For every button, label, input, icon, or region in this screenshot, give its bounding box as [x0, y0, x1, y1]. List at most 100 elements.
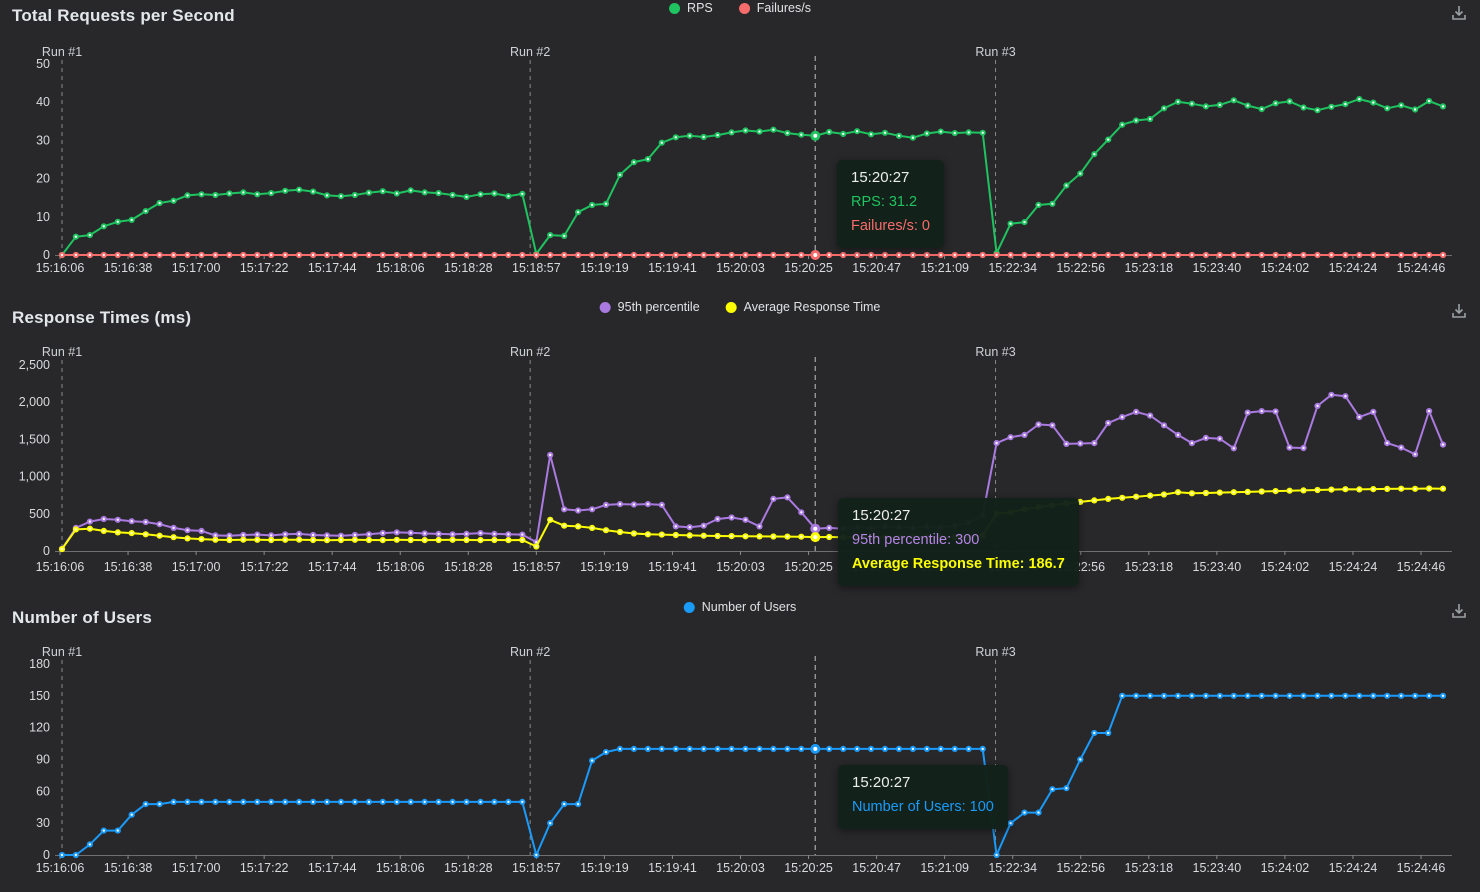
x-tick-label: 15:22:34 — [988, 861, 1037, 875]
x-tick-label: 15:19:19 — [580, 861, 629, 875]
x-tick-label: 15:18:28 — [444, 261, 493, 275]
y-tick-label: 30 — [36, 133, 50, 147]
legend-item-average-response-time[interactable]: Average Response Time — [725, 300, 880, 314]
chart-legend: RPS Failures/s — [669, 1, 811, 15]
run-marker-label: Run #1 — [42, 345, 82, 359]
run-marker-label: Run #3 — [975, 45, 1015, 59]
x-tick-label: 15:17:22 — [240, 861, 289, 875]
run-marker-label: Run #3 — [975, 345, 1015, 359]
x-tick-label: 15:17:00 — [172, 861, 221, 875]
y-tick-label: 60 — [36, 784, 50, 798]
x-tick-label: 15:16:38 — [104, 261, 153, 275]
x-tick-label: 15:18:57 — [512, 861, 561, 875]
chart-title: Total Requests per Second — [12, 6, 235, 25]
x-tick-label: 15:16:06 — [36, 560, 85, 574]
x-tick-label: 15:24:02 — [1261, 861, 1310, 875]
legend-label: RPS — [687, 1, 713, 15]
x-tick-label: 15:20:47 — [852, 261, 901, 275]
download-icon — [1452, 6, 1466, 20]
legend-item-rps[interactable]: RPS — [669, 1, 713, 15]
chart-section-total-requests: RPS Failures/s Total Requests per Second … — [0, 0, 1480, 292]
series-points-failures-s — [58, 251, 1447, 259]
legend-item-failures-s[interactable]: Failures/s — [738, 1, 811, 15]
x-tick-label: 15:22:56 — [1056, 560, 1105, 574]
run-marker-label: Run #1 — [42, 45, 82, 59]
x-tick-label: 15:19:19 — [580, 560, 629, 574]
chart-plot[interactable]: Run #1 Run #2 Run #3 15:16:06 15:16:38 15:17:… — [0, 592, 1480, 892]
x-tick-label: 15:16:38 — [104, 861, 153, 875]
cursor-highlight-point-center — [813, 133, 818, 138]
x-tick-label: 15:18:28 — [444, 861, 493, 875]
x-tick-label: 15:24:24 — [1329, 261, 1378, 275]
x-tick-label: 15:21:09 — [920, 560, 969, 574]
cursor-highlight-point-center — [813, 526, 818, 531]
x-tick-label: 15:23:40 — [1193, 861, 1242, 875]
x-tick-label: 15:19:19 — [580, 261, 629, 275]
x-tick-label: 15:20:03 — [716, 560, 765, 574]
legend-dot — [599, 301, 611, 313]
legend-dot — [725, 301, 737, 313]
x-tick-label: 15:16:06 — [36, 261, 85, 275]
x-tick-label: 15:20:25 — [784, 261, 833, 275]
x-tick-label: 15:24:46 — [1397, 861, 1446, 875]
x-tick-label: 15:20:03 — [716, 861, 765, 875]
series-line-95th-percentile — [61, 393, 1444, 550]
x-tick-label: 15:24:46 — [1397, 560, 1446, 574]
series-points-95th-percentile — [58, 391, 1447, 552]
x-tick-label: 15:17:00 — [172, 261, 221, 275]
cursor-highlight-point-center — [813, 535, 818, 540]
x-tick-label: 15:24:02 — [1261, 560, 1310, 574]
x-tick-label: 15:19:41 — [648, 261, 697, 275]
y-tick-label: 40 — [36, 95, 50, 109]
series-line-average-response-time — [61, 487, 1444, 551]
legend-label: 95th percentile — [617, 300, 700, 314]
series-points-number-of-users — [58, 692, 1447, 859]
cursor-highlight-point-center — [813, 746, 818, 751]
y-tick-label: 1,500 — [19, 432, 50, 446]
download-icon — [1452, 604, 1466, 618]
x-tick-label: 15:17:44 — [308, 560, 357, 574]
download-icon — [1452, 304, 1466, 318]
y-tick-label: 180 — [29, 657, 50, 671]
legend-label: Failures/s — [756, 1, 811, 15]
legend-item-95th-percentile[interactable]: 95th percentile — [599, 300, 700, 314]
download-chart-button[interactable] — [1448, 300, 1470, 322]
run-marker-label: Run #2 — [510, 345, 550, 359]
run-marker-label: Run #2 — [510, 45, 550, 59]
y-tick-label: 30 — [36, 816, 50, 830]
run-marker-label: Run #2 — [510, 645, 550, 659]
chart-title: Response Times (ms) — [12, 308, 192, 327]
download-chart-button[interactable] — [1448, 600, 1470, 622]
chart-legend: 95th percentile Average Response Time — [599, 300, 880, 314]
x-tick-label: 15:19:41 — [648, 560, 697, 574]
legend-item-number-of-users[interactable]: Number of Users — [683, 600, 796, 614]
y-tick-label: 90 — [36, 753, 50, 767]
cursor-highlight-point-center — [813, 253, 818, 257]
x-tick-label: 15:21:09 — [920, 261, 969, 275]
download-chart-button[interactable] — [1448, 2, 1470, 24]
x-tick-label: 15:18:57 — [512, 560, 561, 574]
x-tick-label: 15:22:34 — [988, 261, 1037, 275]
y-tick-label: 50 — [36, 57, 50, 71]
chart-section-number-of-users: Number of Users Number of Users Run #1 Ru… — [0, 592, 1480, 892]
series-points-average-response-time — [58, 485, 1447, 553]
x-tick-label: 15:21:09 — [920, 861, 969, 875]
run-marker-label: Run #1 — [42, 645, 82, 659]
x-tick-label: 15:17:22 — [240, 560, 289, 574]
chart-plot[interactable]: Run #1 Run #2 Run #3 15:16:06 15:16:38 15:17:… — [0, 292, 1480, 592]
legend-dot — [683, 601, 695, 613]
y-tick-label: 20 — [36, 172, 50, 186]
series-line-rps — [61, 98, 1444, 256]
chart-plot[interactable]: Run #1 Run #2 Run #3 15:16:06 15:16:38 15:17:… — [0, 0, 1480, 292]
x-tick-label: 15:17:44 — [308, 861, 357, 875]
x-tick-label: 15:18:57 — [512, 261, 561, 275]
y-tick-label: 1,000 — [19, 470, 50, 484]
series-line-number-of-users — [61, 694, 1444, 856]
chart-section-response-times: 95th percentile Average Response Time Res… — [0, 292, 1480, 592]
y-tick-label: 0 — [43, 544, 50, 558]
y-tick-label: 0 — [43, 248, 50, 262]
x-tick-label: 15:18:06 — [376, 560, 425, 574]
x-tick-label: 15:23:40 — [1193, 560, 1242, 574]
chart-title: Number of Users — [12, 608, 152, 627]
